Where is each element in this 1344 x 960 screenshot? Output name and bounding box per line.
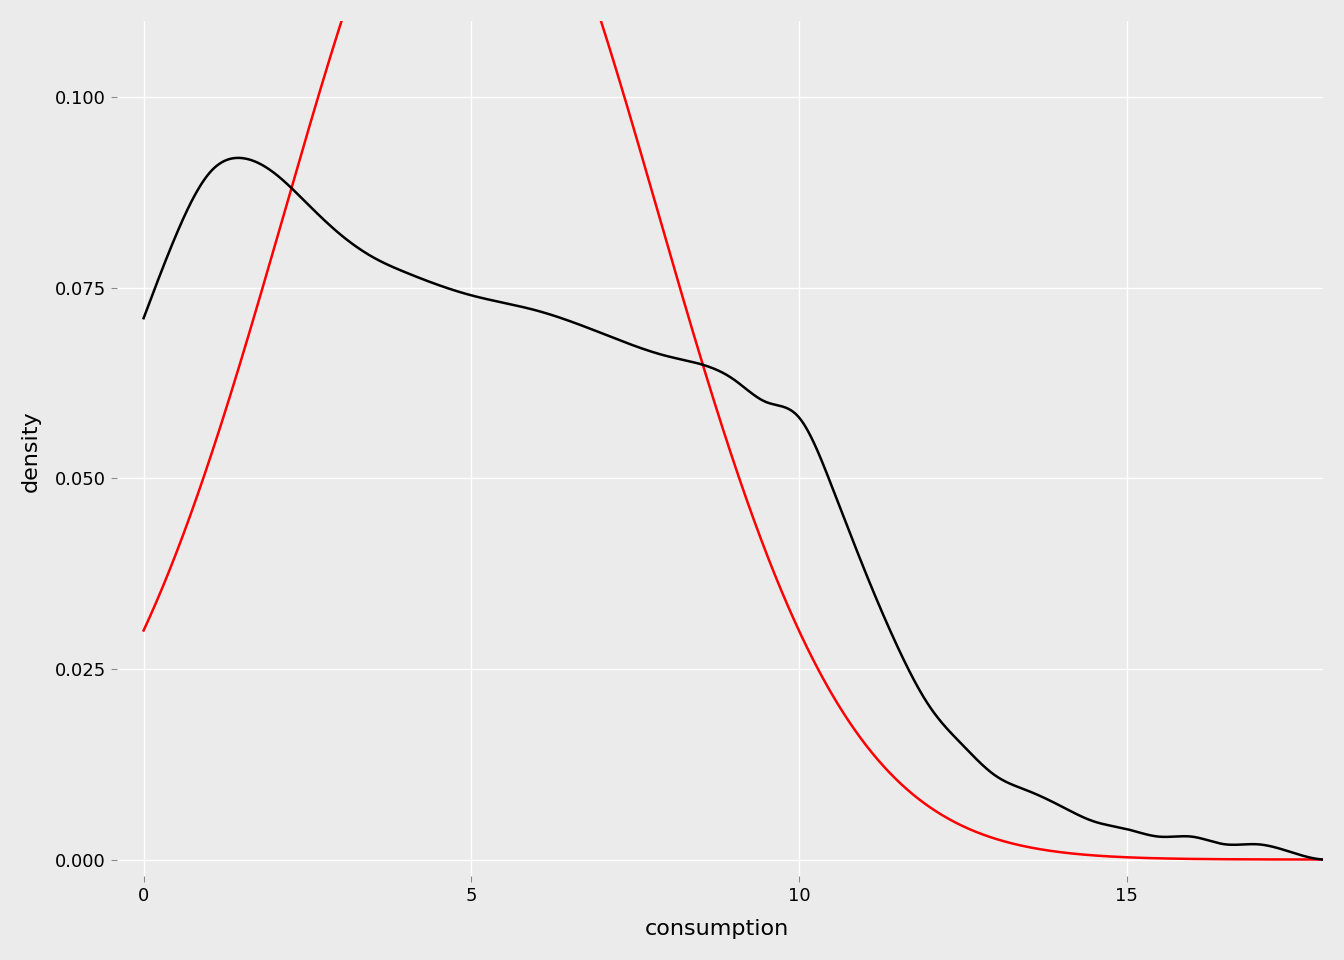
X-axis label: consumption: consumption: [645, 919, 789, 939]
Y-axis label: density: density: [22, 411, 40, 492]
